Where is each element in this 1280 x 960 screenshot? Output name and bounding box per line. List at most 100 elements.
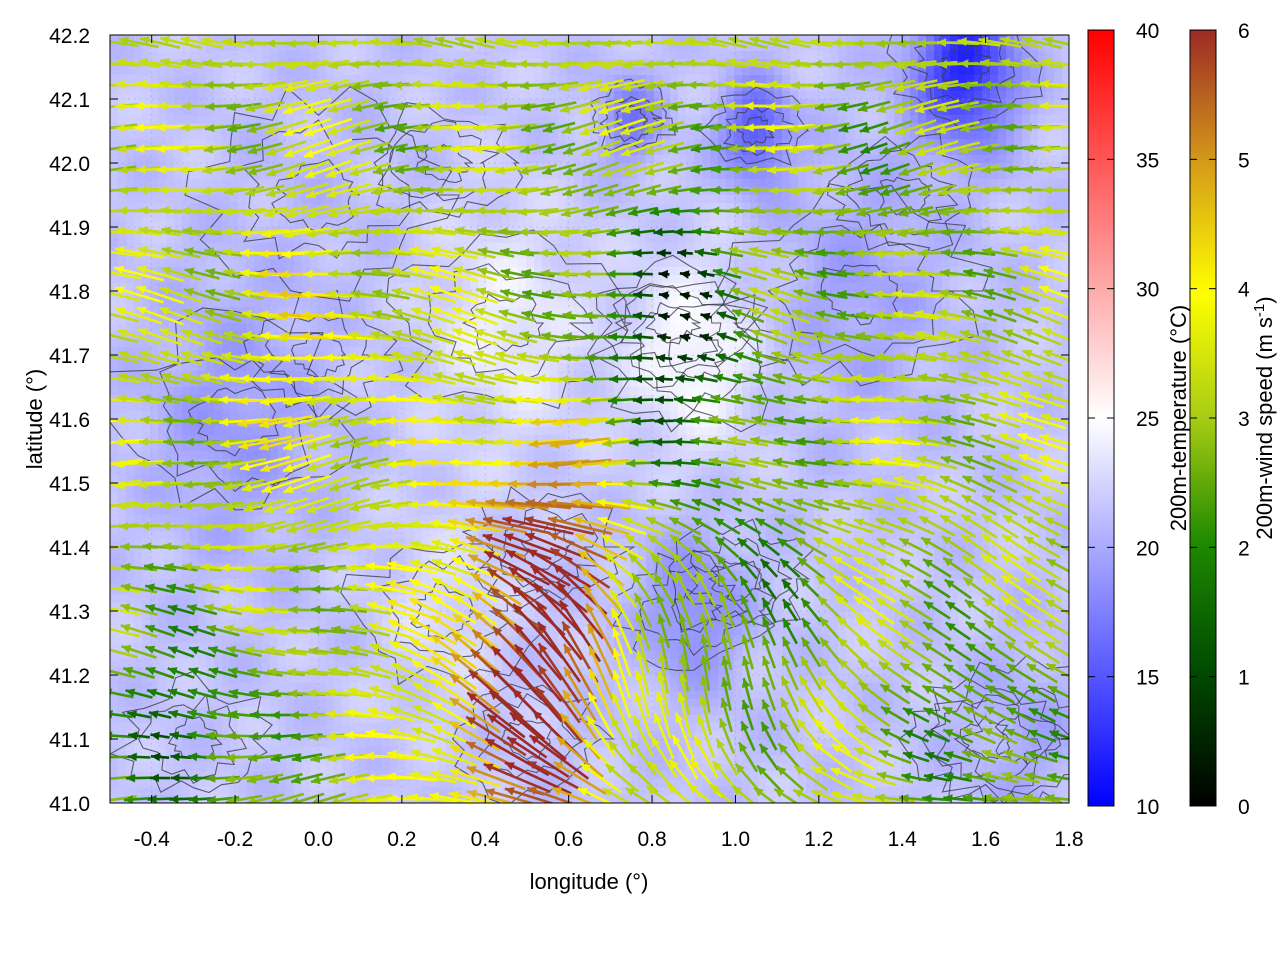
- field-cell: [158, 579, 167, 588]
- field-cell: [262, 75, 271, 84]
- field-cell: [222, 707, 231, 716]
- field-cell: [238, 219, 247, 228]
- field-cell: [342, 419, 351, 428]
- field-cell: [286, 323, 295, 332]
- field-cell: [382, 595, 391, 604]
- field-cell: [510, 403, 519, 412]
- field-cell: [350, 715, 359, 724]
- field-cell: [150, 235, 159, 244]
- field-cell: [342, 139, 351, 148]
- field-cell: [198, 443, 207, 452]
- field-cell: [390, 427, 399, 436]
- field-cell: [390, 179, 399, 188]
- field-cell: [334, 491, 343, 500]
- field-cell: [374, 131, 383, 140]
- field-cell: [342, 547, 351, 556]
- field-cell: [198, 571, 207, 580]
- field-cell: [142, 755, 151, 764]
- field-cell: [318, 435, 327, 444]
- field-cell: [310, 179, 319, 188]
- field-cell: [302, 91, 311, 100]
- field-cell: [334, 35, 343, 44]
- field-cell: [198, 267, 207, 276]
- field-cell: [190, 467, 199, 476]
- field-cell: [286, 587, 295, 596]
- field-cell: [358, 339, 367, 348]
- field-cell: [238, 483, 247, 492]
- field-cell: [254, 195, 263, 204]
- field-cell: [134, 259, 143, 268]
- field-cell: [366, 115, 375, 124]
- field-cell: [222, 155, 231, 164]
- field-cell: [374, 67, 383, 76]
- field-cell: [358, 443, 367, 452]
- field-cell: [398, 323, 407, 332]
- field-cell: [358, 275, 367, 284]
- field-cell: [510, 75, 519, 84]
- field-cell: [246, 635, 255, 644]
- field-cell: [150, 155, 159, 164]
- field-cell: [262, 195, 271, 204]
- field-cell: [278, 491, 287, 500]
- field-cell: [150, 315, 159, 324]
- field-cell: [366, 75, 375, 84]
- field-cell: [262, 451, 271, 460]
- field-cell: [350, 387, 359, 396]
- field-cell: [278, 259, 287, 268]
- field-cell: [294, 35, 303, 44]
- field-cell: [118, 203, 127, 212]
- field-cell: [150, 451, 159, 460]
- field-cell: [134, 547, 143, 556]
- field-cell: [134, 771, 143, 780]
- field-cell: [126, 635, 135, 644]
- field-cell: [270, 339, 279, 348]
- field-cell: [406, 83, 415, 92]
- field-cell: [134, 155, 143, 164]
- field-cell: [334, 579, 343, 588]
- field-cell: [382, 51, 391, 60]
- field-cell: [238, 683, 247, 692]
- field-cell: [134, 603, 143, 612]
- field-cell: [382, 499, 391, 508]
- field-cell: [286, 571, 295, 580]
- field-cell: [310, 259, 319, 268]
- field-cell: [286, 411, 295, 420]
- field-cell: [358, 747, 367, 756]
- field-cell: [214, 51, 223, 60]
- field-cell: [246, 435, 255, 444]
- field-cell: [230, 507, 239, 516]
- field-cell: [142, 619, 151, 628]
- field-cell: [230, 115, 239, 124]
- field-cell: [326, 723, 335, 732]
- field-cell: [422, 443, 431, 452]
- field-cell: [118, 115, 127, 124]
- field-cell: [206, 747, 215, 756]
- field-cell: [166, 555, 175, 564]
- field-cell: [142, 715, 151, 724]
- field-cell: [134, 595, 143, 604]
- field-cell: [110, 587, 119, 596]
- field-cell: [246, 35, 255, 44]
- field-cell: [214, 547, 223, 556]
- field-cell: [342, 715, 351, 724]
- field-cell: [414, 779, 423, 788]
- field-cell: [430, 427, 439, 436]
- field-cell: [254, 283, 263, 292]
- field-cell: [150, 307, 159, 316]
- field-cell: [350, 299, 359, 308]
- field-cell: [206, 195, 215, 204]
- field-cell: [374, 531, 383, 540]
- field-cell: [278, 739, 287, 748]
- field-cell: [278, 179, 287, 188]
- field-cell: [406, 467, 415, 476]
- field-cell: [254, 43, 263, 52]
- field-cell: [190, 371, 199, 380]
- field-cell: [326, 491, 335, 500]
- field-cell: [326, 299, 335, 308]
- field-cell: [246, 787, 255, 796]
- field-cell: [182, 475, 191, 484]
- field-cell: [374, 747, 383, 756]
- field-cell: [262, 35, 271, 44]
- field-cell: [326, 523, 335, 532]
- field-cell: [294, 659, 303, 668]
